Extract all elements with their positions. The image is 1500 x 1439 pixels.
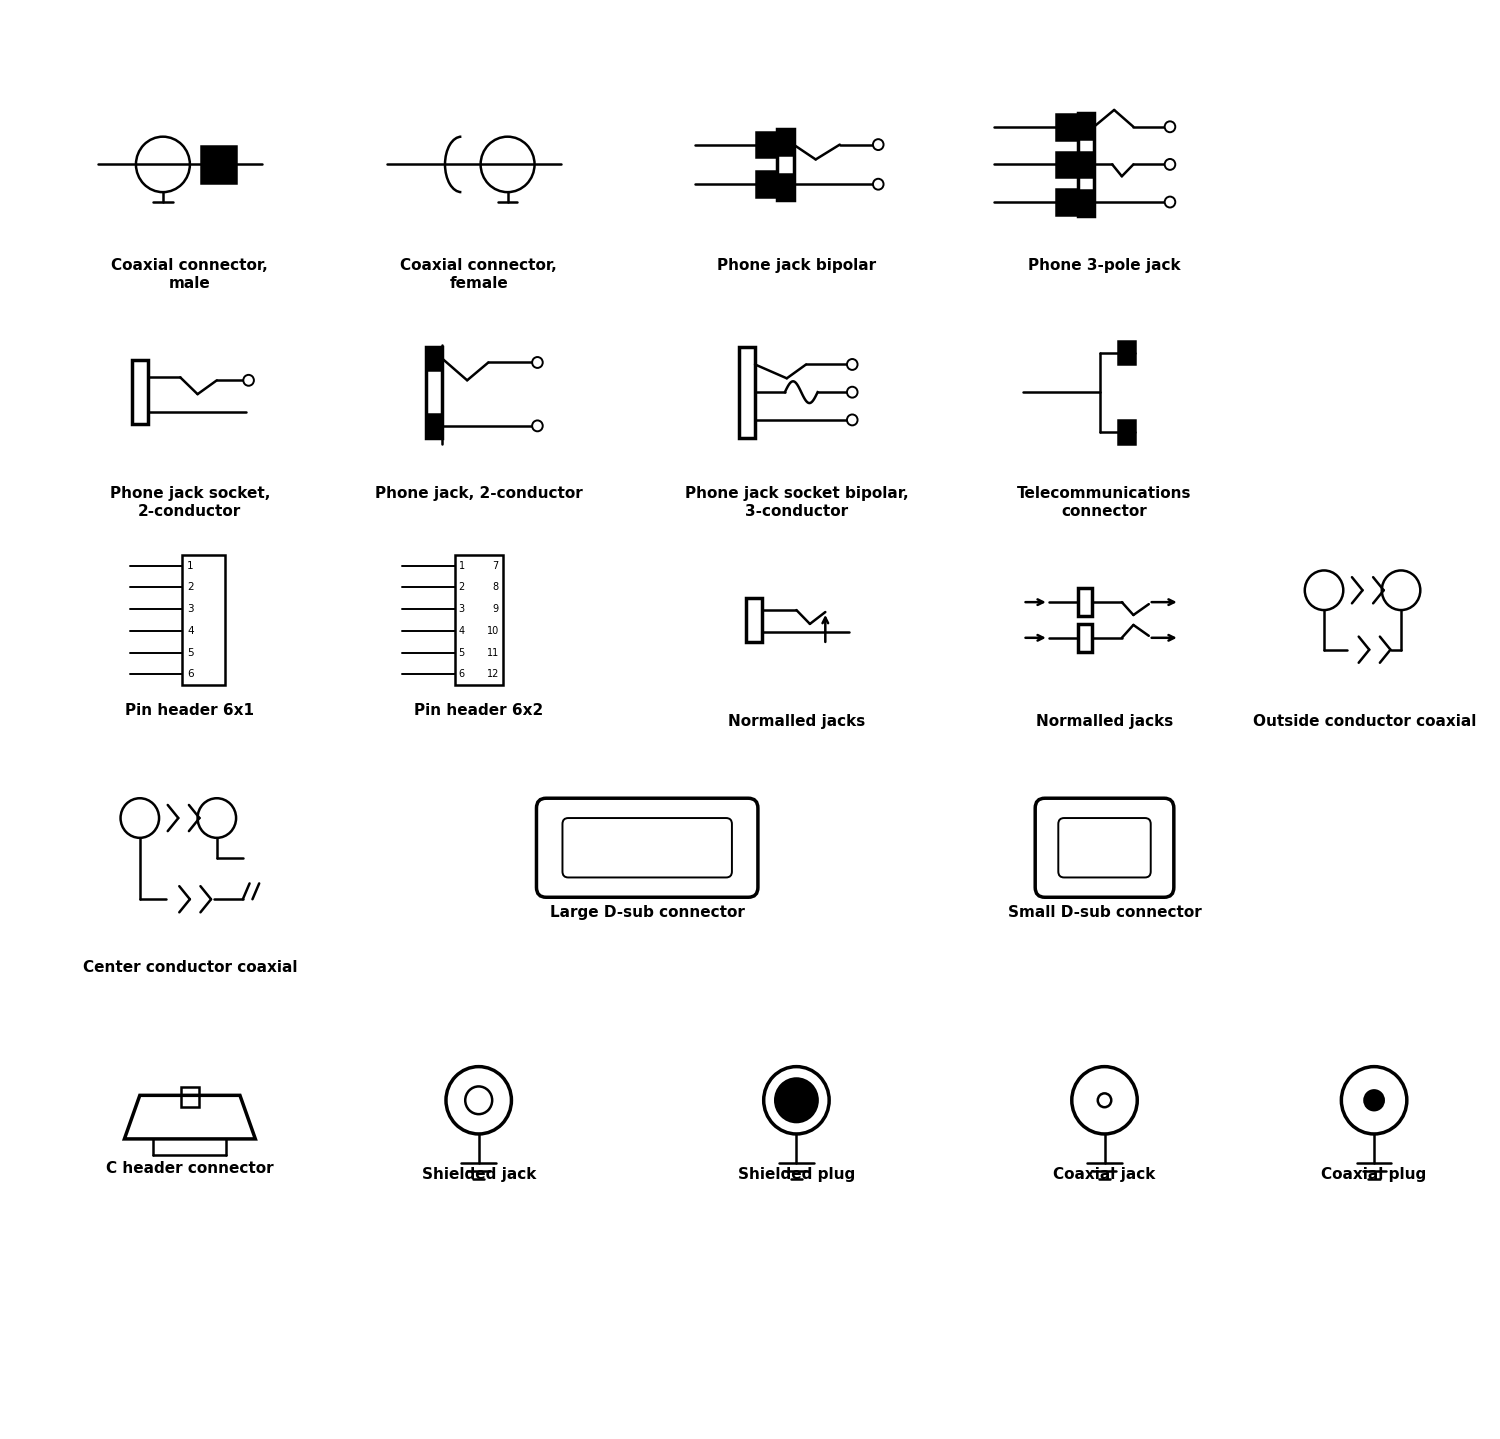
Bar — [1077, 112, 1094, 216]
Text: Shielded jack: Shielded jack — [422, 1167, 536, 1181]
Text: 4: 4 — [188, 626, 194, 636]
Text: 2: 2 — [188, 583, 194, 593]
Circle shape — [847, 358, 858, 370]
Text: 4: 4 — [459, 626, 465, 636]
Text: Normalled jacks: Normalled jacks — [728, 714, 866, 730]
Text: C header connector: C header connector — [106, 1161, 273, 1176]
Text: 10: 10 — [486, 626, 500, 636]
Text: Phone 3-pole jack: Phone 3-pole jack — [1028, 259, 1180, 273]
Bar — [756, 132, 777, 157]
Circle shape — [847, 414, 858, 426]
Text: Phone jack socket,
2-conductor: Phone jack socket, 2-conductor — [110, 486, 270, 518]
Text: 5: 5 — [188, 648, 194, 658]
Text: 2: 2 — [459, 583, 465, 593]
Text: 7: 7 — [492, 561, 500, 570]
Circle shape — [776, 1078, 818, 1122]
Bar — [132, 361, 148, 425]
FancyBboxPatch shape — [562, 817, 732, 878]
Text: 1: 1 — [459, 561, 465, 570]
Bar — [182, 1088, 198, 1107]
Bar — [777, 128, 794, 200]
Bar — [201, 145, 236, 183]
Bar — [777, 128, 794, 154]
Text: Phone jack socket bipolar,
3-conductor: Phone jack socket bipolar, 3-conductor — [684, 486, 908, 518]
Circle shape — [243, 374, 254, 386]
Text: Pin header 6x1: Pin header 6x1 — [126, 704, 255, 718]
Text: Coaxial plug: Coaxial plug — [1322, 1167, 1426, 1181]
Bar — [426, 347, 442, 370]
Text: 3: 3 — [188, 604, 194, 614]
Circle shape — [873, 140, 883, 150]
Text: Coaxial connector,
female: Coaxial connector, female — [400, 259, 556, 291]
Text: 12: 12 — [486, 669, 500, 679]
Circle shape — [1164, 158, 1176, 170]
Bar — [182, 554, 225, 685]
Text: 3: 3 — [459, 604, 465, 614]
Bar — [1056, 189, 1077, 214]
Text: Coaxial jack: Coaxial jack — [1053, 1167, 1155, 1181]
Text: 6: 6 — [459, 669, 465, 679]
Bar — [454, 554, 503, 685]
Bar — [1077, 589, 1092, 616]
Text: Center conductor coaxial: Center conductor coaxial — [82, 960, 297, 974]
Text: 9: 9 — [494, 604, 500, 614]
Text: Phone jack, 2-conductor: Phone jack, 2-conductor — [375, 486, 582, 501]
Bar — [747, 599, 762, 642]
Circle shape — [873, 178, 883, 190]
Bar — [1077, 625, 1092, 652]
Text: Telecommunications
connector: Telecommunications connector — [1017, 486, 1192, 518]
Text: Normalled jacks: Normalled jacks — [1036, 714, 1173, 730]
Circle shape — [1164, 121, 1176, 132]
Bar — [426, 414, 442, 437]
Text: 8: 8 — [494, 583, 500, 593]
Bar — [738, 347, 754, 437]
Text: Outside conductor coaxial: Outside conductor coaxial — [1252, 714, 1476, 730]
Text: Small D-sub connector: Small D-sub connector — [1008, 905, 1202, 920]
Bar — [1056, 151, 1077, 177]
Circle shape — [847, 387, 858, 397]
Bar — [1077, 112, 1094, 138]
Text: 1: 1 — [188, 561, 194, 570]
FancyBboxPatch shape — [1059, 817, 1150, 878]
Bar — [1056, 114, 1077, 140]
Text: 5: 5 — [459, 648, 465, 658]
Bar — [1077, 190, 1094, 216]
Circle shape — [532, 420, 543, 432]
Bar — [777, 174, 794, 200]
Text: Large D-sub connector: Large D-sub connector — [550, 905, 744, 920]
Circle shape — [1365, 1091, 1383, 1111]
Bar — [1118, 341, 1136, 364]
Text: 11: 11 — [486, 648, 500, 658]
Polygon shape — [124, 1095, 255, 1138]
Text: Shielded plug: Shielded plug — [738, 1167, 855, 1181]
Text: 6: 6 — [188, 669, 194, 679]
Bar — [1077, 151, 1094, 177]
Bar — [756, 171, 777, 197]
Circle shape — [1164, 197, 1176, 207]
Text: Phone jack bipolar: Phone jack bipolar — [717, 259, 876, 273]
Bar — [1118, 420, 1136, 443]
Bar — [426, 347, 442, 437]
FancyBboxPatch shape — [1035, 799, 1174, 898]
Circle shape — [532, 357, 543, 368]
Text: Coaxial connector,
male: Coaxial connector, male — [111, 259, 268, 291]
Text: Pin header 6x2: Pin header 6x2 — [414, 704, 543, 718]
FancyBboxPatch shape — [537, 799, 758, 898]
